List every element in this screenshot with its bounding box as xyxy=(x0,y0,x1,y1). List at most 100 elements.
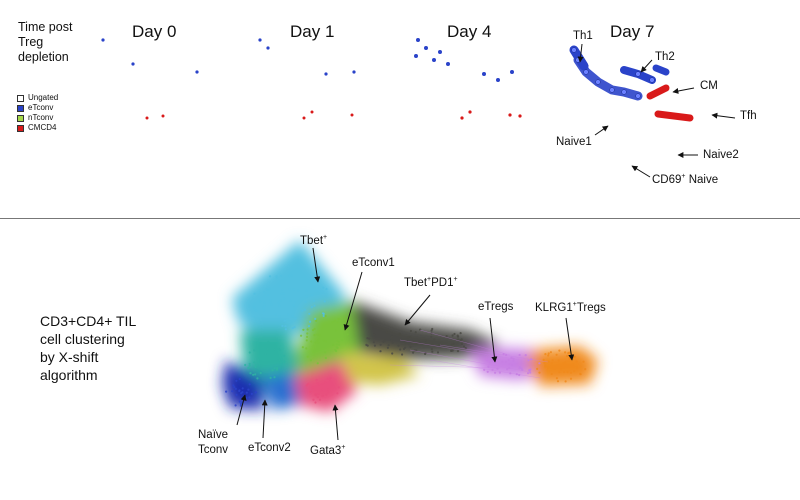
cluster-point xyxy=(579,373,582,376)
cluster-point xyxy=(269,299,272,302)
cluster-point xyxy=(305,289,308,292)
day7-red-regions xyxy=(646,84,694,122)
cluster-point xyxy=(569,371,573,374)
cluster-point xyxy=(314,341,317,344)
cluster-point xyxy=(415,349,418,352)
cluster-point xyxy=(326,377,329,380)
bottom-title-line-4: algorithm xyxy=(40,367,98,383)
cluster-point xyxy=(460,342,463,346)
cluster-point xyxy=(414,342,417,346)
cluster-point xyxy=(512,359,515,362)
cluster-point xyxy=(341,338,344,342)
label-cd69-naive: CD69+ Naive xyxy=(652,173,718,186)
cluster-point xyxy=(431,342,434,345)
cluster-klrg1-tregs xyxy=(530,346,598,386)
cluster-point xyxy=(271,369,274,372)
cluster-point xyxy=(569,377,573,380)
cluster-point xyxy=(390,335,393,338)
cluster-point xyxy=(433,338,436,341)
bottom-title-line-3: by X-shift xyxy=(40,349,99,365)
cluster-point xyxy=(555,377,559,380)
cluster-point xyxy=(383,339,386,342)
label-naive1: Naive1 xyxy=(556,136,592,148)
cluster-point xyxy=(316,396,319,399)
cluster-point xyxy=(549,351,553,354)
cluster-point xyxy=(486,370,489,373)
cluster-point xyxy=(313,334,316,337)
cluster-point xyxy=(305,347,308,350)
cluster-point xyxy=(336,392,339,395)
arrow-klrg1-tregs xyxy=(565,317,575,361)
cluster-point xyxy=(564,351,567,354)
label-etconv2: eTconv2 xyxy=(248,442,291,454)
cluster-point xyxy=(335,329,338,332)
cluster-point xyxy=(379,343,382,346)
cluster-point xyxy=(315,394,318,397)
cluster-point xyxy=(297,289,300,292)
cluster-point xyxy=(308,312,311,315)
arrow-th1 xyxy=(577,43,584,63)
cluster-point xyxy=(278,315,281,318)
cluster-point xyxy=(305,295,308,298)
cluster-point xyxy=(575,360,578,363)
cluster-point xyxy=(235,393,238,396)
cluster-etconv2 xyxy=(262,372,300,410)
cluster-point xyxy=(571,363,574,366)
cluster-point xyxy=(245,391,248,394)
cluster-point xyxy=(496,367,499,370)
cluster-point xyxy=(450,349,453,352)
cluster-point xyxy=(280,274,283,277)
blue-nodes-day-4 xyxy=(414,38,514,82)
cluster-point xyxy=(559,364,562,367)
cluster-point xyxy=(550,372,553,376)
tbetpd1-t2: PD1 xyxy=(431,276,454,289)
cluster-point xyxy=(321,394,324,397)
cluster-point xyxy=(268,287,271,290)
cluster-point xyxy=(269,301,272,304)
time-post-title: Time post Treg depletion xyxy=(18,20,98,65)
cluster-point xyxy=(309,390,312,393)
cluster-point xyxy=(240,401,243,404)
cluster-point xyxy=(510,363,514,366)
cluster-point xyxy=(256,377,259,380)
arrow-tbet-pd1 xyxy=(404,294,431,326)
legend-label-ungated: Ungated xyxy=(28,93,59,102)
cluster-point xyxy=(262,306,265,310)
legend-label-cmcd4: CMCD4 xyxy=(28,123,57,132)
cluster-point xyxy=(287,313,290,316)
bottom-title: CD3+CD4+ TIL cell clustering by X-shift … xyxy=(40,312,180,384)
cluster-point xyxy=(315,392,319,395)
tbet-sup: + xyxy=(323,234,328,241)
cluster-point xyxy=(334,348,337,351)
cluster-point xyxy=(294,317,297,320)
cluster-point xyxy=(324,381,327,384)
cluster-point xyxy=(316,382,319,385)
cluster-point xyxy=(263,301,266,304)
cluster-point xyxy=(303,308,306,311)
legend-swatch-ntconv xyxy=(17,114,24,122)
cluster-point xyxy=(264,352,267,355)
cluster-point xyxy=(305,339,308,342)
cluster-point xyxy=(288,274,291,278)
cluster-point xyxy=(382,340,385,343)
cluster-point xyxy=(368,337,371,340)
cluster-point xyxy=(337,318,340,321)
cluster-point xyxy=(253,361,256,364)
cluster-point xyxy=(518,373,521,377)
cluster-point xyxy=(488,361,491,364)
cluster-point xyxy=(274,313,277,316)
cluster-point xyxy=(337,386,340,389)
cluster-point xyxy=(568,364,571,367)
cluster-point xyxy=(253,349,256,352)
cluster-point xyxy=(253,292,256,295)
legend-swatch-cmcd4 xyxy=(17,124,24,132)
cluster-point xyxy=(321,382,324,385)
cluster-point xyxy=(273,367,276,370)
cluster-point xyxy=(553,367,556,370)
cluster-point xyxy=(324,351,327,354)
cluster-point xyxy=(365,343,368,346)
cluster-point xyxy=(550,367,553,370)
cluster-point xyxy=(328,378,331,381)
bottom-title-line-2: cell clustering xyxy=(40,331,125,347)
